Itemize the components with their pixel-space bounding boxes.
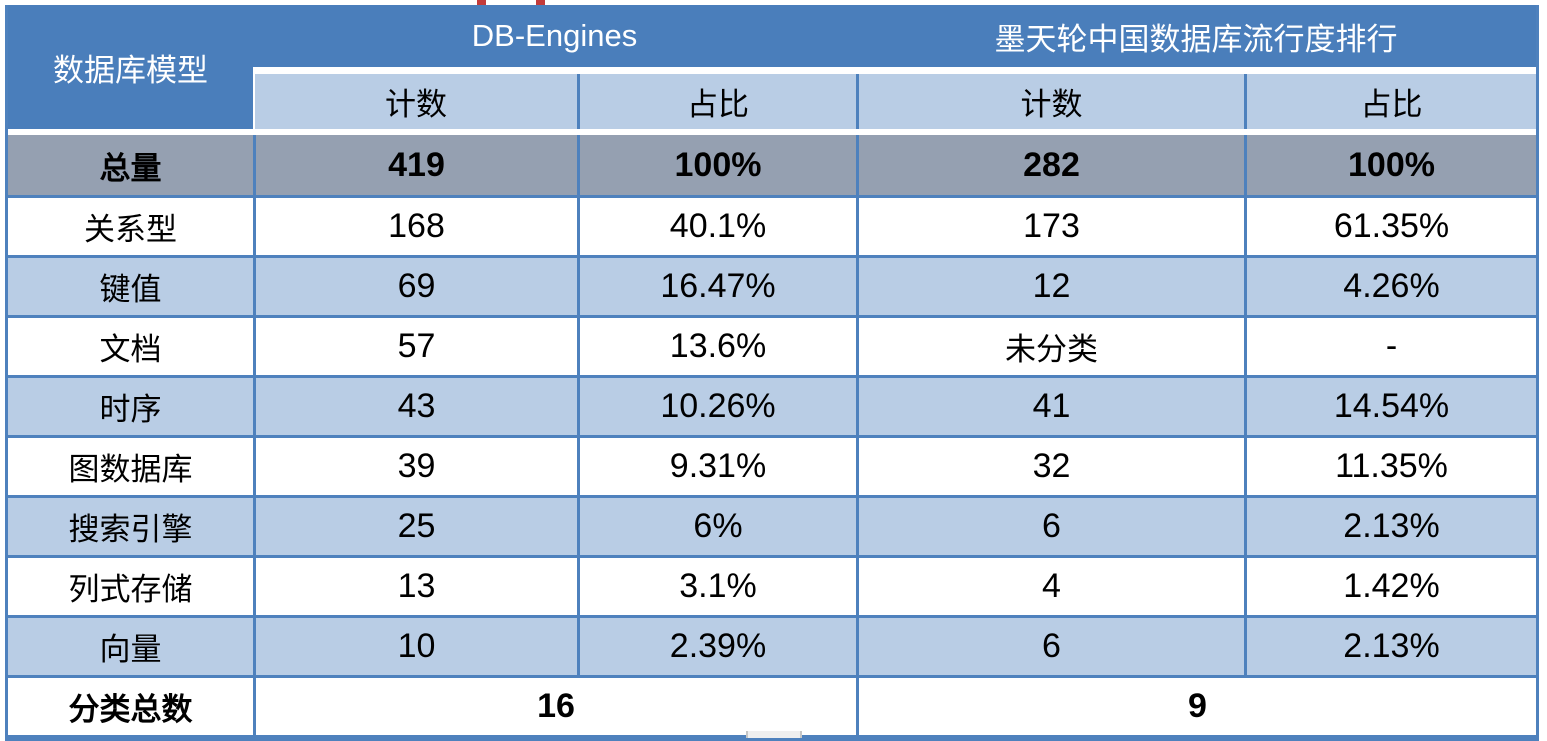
row-label: 关系型 [8,198,253,255]
cell-dbengines-count: 25 [253,498,577,555]
group-header-modb-ranking: 墨天轮中国数据库流行度排行 [856,5,1536,67]
cell-modb-share: 61.35% [1244,198,1536,255]
table-row-total: 总量 419 100% 282 100% [8,135,1536,195]
cell-dbengines-count: 168 [253,198,577,255]
cell-dbengines-count: 69 [253,258,577,315]
row-label: 时序 [8,378,253,435]
cell-modb-count: 6 [856,498,1244,555]
cell-modb-category-total: 9 [856,678,1536,735]
cell-modb-share: - [1244,318,1536,375]
cell-modb-count: 未分类 [856,318,1244,375]
cell-dbengines-share: 3.1% [577,558,856,615]
cell-modb-share: 100% [1244,135,1536,195]
cell-modb-share: 11.35% [1244,438,1536,495]
row-label: 总量 [8,135,253,195]
row-label: 文档 [8,318,253,375]
cell-modb-count: 32 [856,438,1244,495]
cell-modb-share: 1.42% [1244,558,1536,615]
cell-dbengines-share: 40.1% [577,198,856,255]
cell-dbengines-category-total: 16 [253,678,856,735]
row-label: 图数据库 [8,438,253,495]
row-label: 列式存储 [8,558,253,615]
cell-modb-count: 173 [856,198,1244,255]
cell-modb-share: 4.26% [1244,258,1536,315]
subheader-modb-count: 计数 [856,74,1244,129]
cell-modb-share: 2.13% [1244,618,1536,675]
cell-dbengines-share: 9.31% [577,438,856,495]
cell-dbengines-share: 13.6% [577,318,856,375]
table-row-relational: 关系型 168 40.1% 173 61.35% [8,195,1536,255]
table-row-graph: 图数据库 39 9.31% 32 11.35% [8,435,1536,495]
cell-dbengines-share: 100% [577,135,856,195]
table-row-vector: 向量 10 2.39% 6 2.13% [8,615,1536,675]
db-models-comparison-table: 数据库模型 DB-Engines 墨天轮中国数据库流行度排行 计数 占比 计数 … [5,5,1539,741]
cell-dbengines-share: 16.47% [577,258,856,315]
row-label: 搜索引擎 [8,498,253,555]
cell-dbengines-count: 10 [253,618,577,675]
group-header-db-engines: DB-Engines [253,5,856,67]
cell-dbengines-share: 2.39% [577,618,856,675]
table-row-wide-column: 列式存储 13 3.1% 4 1.42% [8,555,1536,615]
subheader-modb-share: 占比 [1244,74,1536,129]
cell-dbengines-count: 13 [253,558,577,615]
cell-modb-share: 14.54% [1244,378,1536,435]
table-row-category-total: 分类总数 16 9 [8,675,1536,735]
cell-dbengines-share: 6% [577,498,856,555]
table-row-search-engine: 搜索引擎 25 6% 6 2.13% [8,495,1536,555]
cell-dbengines-count: 39 [253,438,577,495]
cropped-red-text-artifact [477,0,486,5]
table-header: 数据库模型 DB-Engines 墨天轮中国数据库流行度排行 计数 占比 计数 … [8,5,1536,129]
cell-modb-count: 12 [856,258,1244,315]
row-label: 键值 [8,258,253,315]
cell-dbengines-count: 57 [253,318,577,375]
row-label: 向量 [8,618,253,675]
corner-header-database-model: 数据库模型 [8,5,253,129]
cell-dbengines-share: 10.26% [577,378,856,435]
header-divider [253,67,1536,74]
scrollbar-thumb-artifact [746,731,802,738]
cell-modb-share: 2.13% [1244,498,1536,555]
table-row-document: 文档 57 13.6% 未分类 - [8,315,1536,375]
cell-dbengines-count: 43 [253,378,577,435]
row-label: 分类总数 [8,678,253,735]
cropped-red-text-artifact [536,0,545,5]
cell-modb-count: 4 [856,558,1244,615]
cell-modb-count: 41 [856,378,1244,435]
table-row-time-series: 时序 43 10.26% 41 14.54% [8,375,1536,435]
cell-modb-count: 6 [856,618,1244,675]
cell-modb-count: 282 [856,135,1244,195]
header-body-divider [8,129,1536,135]
cell-dbengines-count: 419 [253,135,577,195]
table-row-key-value: 键值 69 16.47% 12 4.26% [8,255,1536,315]
subheader-dbengines-count: 计数 [253,74,577,129]
subheader-dbengines-share: 占比 [577,74,856,129]
